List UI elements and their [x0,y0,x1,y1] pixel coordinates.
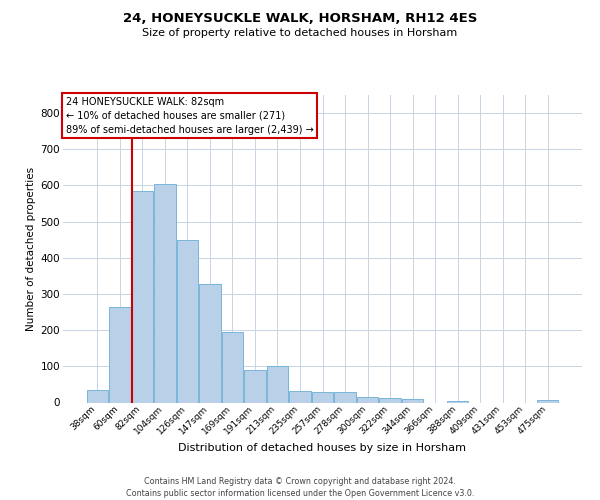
Bar [176,240,198,402]
Bar [267,366,288,403]
Bar [86,390,108,402]
Bar [334,392,356,402]
Bar [379,398,401,402]
Bar [131,191,153,402]
Text: Size of property relative to detached houses in Horsham: Size of property relative to detached ho… [142,28,458,38]
Text: 24 HONEYSUCKLE WALK: 82sqm
← 10% of detached houses are smaller (271)
89% of sem: 24 HONEYSUCKLE WALK: 82sqm ← 10% of deta… [65,96,313,134]
Bar [109,306,131,402]
Bar [289,390,311,402]
Bar [222,332,243,402]
Bar [199,284,221,403]
Text: 24, HONEYSUCKLE WALK, HORSHAM, RH12 4ES: 24, HONEYSUCKLE WALK, HORSHAM, RH12 4ES [123,12,477,26]
Bar [312,392,333,402]
Bar [357,397,378,402]
Bar [244,370,266,402]
Bar [537,400,559,402]
Text: Contains HM Land Registry data © Crown copyright and database right 2024.
Contai: Contains HM Land Registry data © Crown c… [126,476,474,498]
X-axis label: Distribution of detached houses by size in Horsham: Distribution of detached houses by size … [179,443,467,453]
Bar [402,399,423,402]
Y-axis label: Number of detached properties: Number of detached properties [26,166,37,331]
Bar [154,184,176,402]
Bar [447,400,469,402]
